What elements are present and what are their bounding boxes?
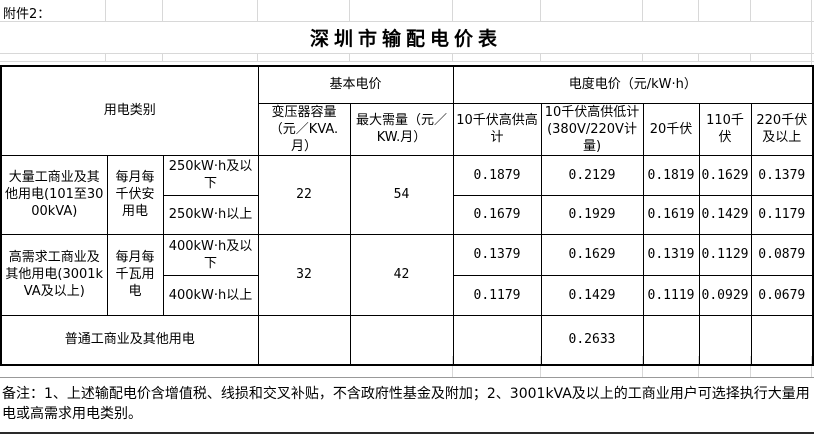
header-max-demand: 最大需量（元／KW.月） bbox=[349, 102, 454, 156]
gridline bbox=[750, 53, 751, 61]
gridline bbox=[257, 53, 258, 61]
tier-label: 250kW·h及以下 bbox=[162, 154, 259, 196]
price-cell: 0.0679 bbox=[750, 274, 814, 316]
gridline bbox=[0, 21, 814, 22]
value-demand-large: 54 bbox=[349, 154, 454, 235]
tier-label: 250kW·h以上 bbox=[162, 194, 259, 235]
gridline bbox=[162, 53, 163, 61]
price-cell: 0.1429 bbox=[698, 194, 752, 235]
header-20kv: 20千伏 bbox=[642, 102, 700, 156]
price-cell: 0.1929 bbox=[540, 194, 644, 235]
value-demand-ordinary bbox=[349, 314, 454, 366]
category-large: 大量工商业及其他用电(101至3000kVA) bbox=[0, 154, 108, 235]
price-cell: 0.1819 bbox=[642, 154, 700, 196]
price-cell: 0.1429 bbox=[540, 274, 644, 316]
header-110kv: 110千伏 bbox=[698, 102, 752, 156]
price-cell: 0.2129 bbox=[540, 154, 644, 196]
gridline bbox=[750, 0, 751, 21]
value-transformer-high: 32 bbox=[257, 233, 351, 316]
price-cell: 0.1179 bbox=[750, 194, 814, 235]
gridline bbox=[0, 53, 814, 54]
gridline bbox=[811, 356, 812, 377]
price-cell: 0.1129 bbox=[698, 233, 752, 276]
price-cell: 0.1629 bbox=[540, 233, 644, 276]
attachment-label: 附件2： bbox=[3, 7, 51, 22]
price-cell: 0.2633 bbox=[540, 314, 644, 366]
price-cell: 0.1679 bbox=[452, 194, 542, 235]
billing-high-demand: 每月每千瓦用电 bbox=[106, 233, 164, 316]
gridline bbox=[642, 0, 643, 21]
price-cell: 0.1629 bbox=[698, 154, 752, 196]
gridline bbox=[452, 356, 453, 377]
category-ordinary: 普通工商业及其他用电 bbox=[0, 314, 259, 366]
price-cell: 0.1379 bbox=[452, 233, 542, 276]
gridline bbox=[0, 61, 814, 62]
footnotes: 备注：1、上述输配电价含增值税、线损和交叉补贴，不含政府性基金及附加；2、300… bbox=[0, 377, 814, 434]
gridline bbox=[105, 53, 106, 61]
header-transformer-capacity: 变压器容量（元／KVA.月） bbox=[257, 102, 351, 156]
price-cell: 0.1319 bbox=[642, 233, 700, 276]
gridline bbox=[698, 0, 699, 21]
price-cell: 0.0879 bbox=[750, 233, 814, 276]
gridline bbox=[540, 53, 541, 61]
gridline bbox=[162, 0, 163, 21]
price-cell: 0.1179 bbox=[452, 274, 542, 316]
header-10kv-low: 10千伏高供低计(380V/220V计量) bbox=[540, 102, 644, 156]
price-cell: 0.1379 bbox=[750, 154, 814, 196]
billing-large: 每月每千伏安用电 bbox=[106, 154, 164, 235]
price-cell bbox=[698, 314, 752, 366]
price-cell: 0.1619 bbox=[642, 194, 700, 235]
gridline bbox=[642, 356, 643, 377]
header-basic-price: 基本电价 bbox=[257, 65, 454, 104]
gridline bbox=[257, 0, 258, 21]
gridline bbox=[349, 0, 350, 21]
price-table: 用电类别 基本电价 电度电价（元/kW·h） 变压器容量（元／KVA.月） 最大… bbox=[0, 65, 814, 366]
page-title: 深圳市输配电价表 bbox=[309, 28, 502, 50]
value-transformer-ordinary bbox=[257, 314, 351, 366]
price-cell bbox=[750, 314, 814, 366]
gridline bbox=[698, 53, 699, 61]
price-cell: 0.0929 bbox=[698, 274, 752, 316]
gridline bbox=[105, 0, 106, 21]
category-high-demand: 高需求工商业及其他用电(3001kVA及以上) bbox=[0, 233, 108, 316]
value-transformer-large: 22 bbox=[257, 154, 351, 235]
header-10kv-high: 10千伏高供高计 bbox=[452, 102, 542, 156]
gridline bbox=[452, 53, 453, 61]
price-cell: 0.1879 bbox=[452, 154, 542, 196]
gridline bbox=[349, 53, 350, 61]
gridline bbox=[811, 0, 812, 65]
price-cell bbox=[642, 314, 700, 366]
tier-label: 400kW·h以上 bbox=[162, 274, 259, 316]
gridline bbox=[750, 356, 751, 377]
gridline bbox=[540, 0, 541, 21]
header-energy-price: 电度电价（元/kW·h） bbox=[452, 65, 814, 104]
header-220kv: 220千伏及以上 bbox=[750, 102, 814, 156]
header-usage-category: 用电类别 bbox=[0, 65, 259, 156]
gridline bbox=[452, 0, 453, 21]
gridline bbox=[642, 53, 643, 61]
gridline bbox=[540, 356, 541, 377]
price-cell bbox=[452, 314, 542, 366]
gridline bbox=[698, 356, 699, 377]
value-demand-high: 42 bbox=[349, 233, 454, 316]
price-cell: 0.1119 bbox=[642, 274, 700, 316]
tier-label: 400kW·h及以下 bbox=[162, 233, 259, 276]
